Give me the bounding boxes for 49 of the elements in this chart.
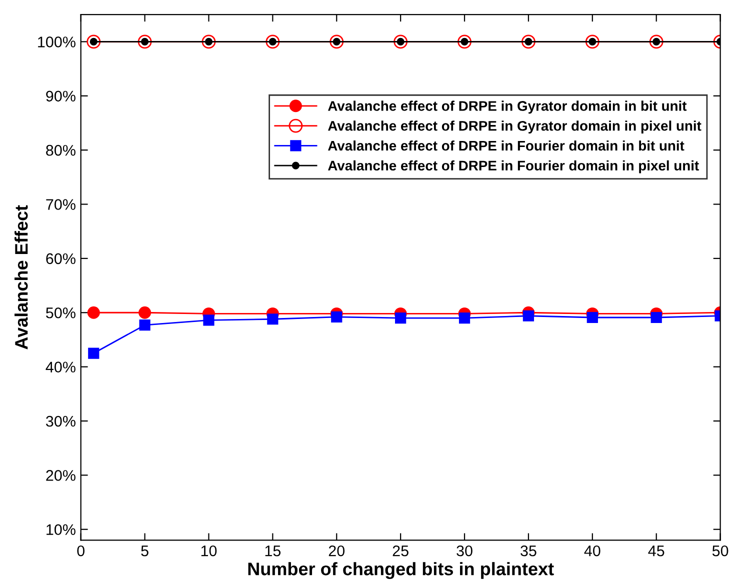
x-tick-label: 50 [712, 545, 728, 556]
point [650, 312, 662, 324]
point [394, 34, 408, 49]
legend-label: Avalanche effect of DRPE in Gyrator domain in bit unit [328, 100, 687, 114]
y-tick-label: 80% [46, 144, 76, 156]
point [585, 34, 600, 49]
point [331, 311, 342, 323]
point [267, 314, 278, 325]
x-tick-label: 30 [456, 545, 472, 556]
point [458, 312, 470, 324]
x-tick-label: 10 [201, 545, 217, 556]
point [138, 34, 152, 49]
x-tick-label: 0 [77, 545, 84, 556]
x-tick-label: 15 [265, 546, 281, 556]
point [202, 34, 216, 49]
point [395, 312, 406, 324]
point [522, 34, 536, 49]
legend-label: Avalanche effect of DRPE in Gyrator domain in pixel unit [328, 120, 702, 134]
x-axis-title: Number of changed bits in plaintext [248, 562, 554, 579]
legend-label: Avalanche effect of DRPE in Fourier domain in bit unit [328, 140, 684, 151]
y-tick-label: 40% [46, 362, 76, 372]
point [458, 34, 472, 49]
point [203, 314, 214, 326]
y-tick-label: 50% [46, 307, 76, 318]
y-tick-label: 70% [46, 199, 76, 210]
y-tick-label: 100% [38, 36, 76, 48]
y-tick-label: 90% [46, 90, 76, 102]
point [330, 34, 344, 49]
y-tick-label: 60% [46, 253, 76, 264]
point [138, 306, 152, 319]
legend-label: Avalanche effect of DRPE in Fourier domain in pixel unit [328, 160, 699, 174]
point [139, 320, 150, 331]
y-tick-label: 10% [46, 524, 76, 536]
x-tick-label: 5 [141, 546, 148, 556]
x-tick-label: 25 [392, 545, 408, 556]
point [266, 34, 280, 49]
x-tick-label: 45 [648, 546, 664, 556]
point [586, 312, 598, 324]
y-tick-label: 30% [46, 416, 76, 427]
point [87, 306, 100, 319]
x-tick-label: 20 [328, 545, 345, 556]
point [522, 310, 534, 322]
point [649, 34, 664, 49]
point [86, 34, 101, 49]
y-axis-title: Avalanche Effect [14, 205, 28, 350]
y-tick-label: 20% [46, 470, 76, 481]
x-tick-label: 40 [584, 545, 600, 556]
x-tick-label: 35 [520, 545, 536, 556]
point [88, 348, 100, 359]
